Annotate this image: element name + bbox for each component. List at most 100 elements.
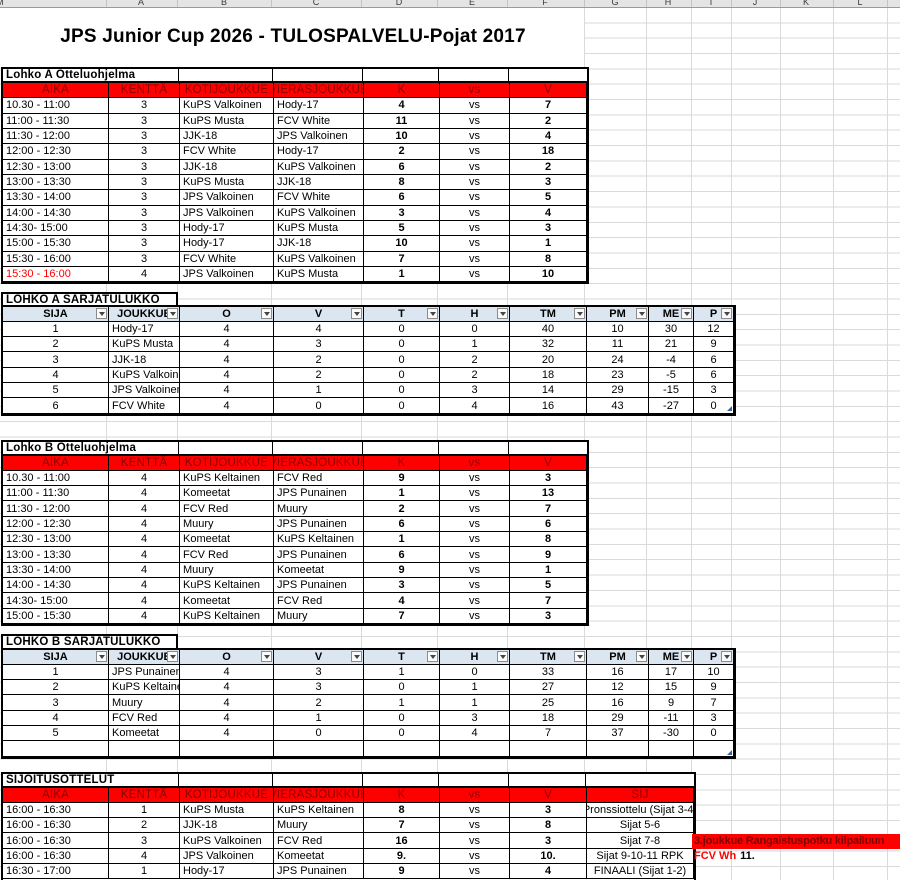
- vs-label[interactable]: vs: [440, 174, 510, 191]
- match-time[interactable]: 12:30 - 13:00: [3, 532, 109, 548]
- home-score[interactable]: 4: [364, 593, 440, 609]
- wins-cell[interactable]: [274, 741, 364, 757]
- match-field[interactable]: 4: [109, 562, 180, 579]
- home-score[interactable]: 1: [364, 486, 440, 502]
- header-joukkue[interactable]: JOUKKUE: [109, 306, 180, 322]
- placement-label[interactable]: Sijat 5-6: [587, 818, 694, 834]
- match-time[interactable]: 12:00 - 12:30: [3, 516, 109, 533]
- home-score[interactable]: 6: [364, 547, 440, 563]
- vs-label[interactable]: vs: [440, 220, 510, 237]
- header-k[interactable]: K: [364, 787, 440, 803]
- home-score[interactable]: 7: [364, 608, 440, 625]
- header-kentta[interactable]: KENTTÄ: [109, 455, 180, 471]
- section-title[interactable]: SIJOITUSOTTELUT: [3, 773, 179, 786]
- away-team[interactable]: Muury: [274, 818, 364, 834]
- header-k[interactable]: K: [364, 83, 440, 99]
- home-score[interactable]: 6: [364, 190, 440, 206]
- draws-cell[interactable]: 0: [364, 367, 440, 384]
- filter-dropdown-icon[interactable]: [351, 651, 362, 662]
- draws-cell[interactable]: 0: [364, 680, 440, 696]
- away-team[interactable]: Muury: [274, 608, 364, 625]
- section-title[interactable]: Lohko B Otteluohjelma: [3, 441, 179, 454]
- played-cell[interactable]: 4: [180, 383, 274, 399]
- match-time[interactable]: 16:00 - 16:30: [3, 833, 109, 849]
- rank-cell[interactable]: 4: [3, 710, 109, 727]
- column-letter[interactable]: F: [542, 0, 548, 7]
- filter-dropdown-icon[interactable]: [497, 651, 508, 662]
- goal-diff-cell[interactable]: 15: [649, 680, 694, 696]
- vs-label[interactable]: vs: [440, 608, 510, 625]
- filter-dropdown-icon[interactable]: [427, 308, 438, 319]
- filter-dropdown-icon[interactable]: [574, 651, 585, 662]
- header-vs[interactable]: vs: [440, 455, 510, 471]
- home-team[interactable]: JJK-18: [180, 128, 274, 145]
- home-score[interactable]: 10: [364, 128, 440, 145]
- home-team[interactable]: JPS Valkoinen: [180, 848, 274, 865]
- match-field[interactable]: 3: [109, 236, 180, 252]
- match-time[interactable]: 11:30 - 12:00: [3, 501, 109, 517]
- empty-cell[interactable]: [363, 441, 439, 454]
- column-letter[interactable]: L: [857, 0, 863, 7]
- vs-label[interactable]: vs: [440, 833, 510, 849]
- losses-cell[interactable]: 3: [440, 383, 510, 399]
- team-cell[interactable]: [109, 741, 180, 757]
- away-score[interactable]: 13: [510, 486, 587, 502]
- match-field[interactable]: 4: [109, 547, 180, 563]
- goal-diff-cell[interactable]: 30: [649, 321, 694, 338]
- rank-cell[interactable]: 2: [3, 680, 109, 696]
- played-cell[interactable]: [180, 741, 274, 757]
- empty-cell[interactable]: [439, 773, 509, 786]
- home-team[interactable]: Komeetat: [180, 486, 274, 502]
- away-score[interactable]: 18: [510, 144, 587, 160]
- match-time[interactable]: 12:00 - 12:30: [3, 144, 109, 160]
- away-team[interactable]: Muury: [274, 501, 364, 517]
- match-field[interactable]: 4: [109, 501, 180, 517]
- empty-cell[interactable]: [273, 68, 363, 81]
- goal-diff-cell[interactable]: -30: [649, 726, 694, 742]
- match-time[interactable]: 10.30 - 11:00: [3, 470, 109, 487]
- empty-cell[interactable]: [509, 69, 587, 81]
- losses-cell[interactable]: 0: [440, 321, 510, 338]
- away-score[interactable]: 1: [510, 236, 587, 252]
- header-k[interactable]: K: [364, 455, 440, 471]
- away-score[interactable]: 3: [510, 802, 587, 819]
- wins-cell[interactable]: 1: [274, 710, 364, 727]
- played-cell[interactable]: 4: [180, 664, 274, 681]
- away-score[interactable]: 3: [510, 470, 587, 487]
- goals-for-cell[interactable]: 33: [510, 664, 587, 681]
- match-field[interactable]: 4: [109, 578, 180, 594]
- away-team[interactable]: Hody-17: [274, 144, 364, 160]
- header-kotijoukkue[interactable]: KOTIJOUKKUE: [180, 455, 274, 471]
- losses-cell[interactable]: 1: [440, 695, 510, 711]
- header-me[interactable]: ME: [649, 649, 694, 665]
- header-v[interactable]: V: [274, 306, 364, 322]
- goals-against-cell[interactable]: 29: [587, 383, 649, 399]
- rank-cell[interactable]: 1: [3, 321, 109, 338]
- section-title[interactable]: LOHKO A SARJATULUKKO: [6, 293, 160, 306]
- match-field[interactable]: 3: [109, 174, 180, 191]
- goal-diff-cell[interactable]: -11: [649, 710, 694, 727]
- filter-dropdown-icon[interactable]: [261, 651, 272, 662]
- header-kotijoukkue[interactable]: KOTIJOUKKUE: [180, 83, 274, 99]
- home-team[interactable]: JPS Valkoinen: [180, 205, 274, 221]
- home-team[interactable]: Hody-17: [180, 220, 274, 237]
- played-cell[interactable]: 4: [180, 710, 274, 727]
- header-tm[interactable]: TM: [510, 649, 587, 665]
- empty-cell[interactable]: [179, 773, 273, 786]
- match-field[interactable]: 4: [109, 848, 180, 865]
- home-team[interactable]: FCV White: [180, 144, 274, 160]
- match-time[interactable]: 16:00 - 16:30: [3, 848, 109, 865]
- header-tm[interactable]: TM: [510, 306, 587, 322]
- header-v[interactable]: V: [274, 649, 364, 665]
- vs-label[interactable]: vs: [440, 516, 510, 533]
- goals-for-cell[interactable]: 16: [510, 398, 587, 414]
- away-team[interactable]: JPS Punainen: [274, 578, 364, 594]
- away-score[interactable]: 3: [510, 174, 587, 191]
- vs-label[interactable]: vs: [440, 562, 510, 579]
- away-score[interactable]: 2: [510, 113, 587, 129]
- match-time[interactable]: 15:00 - 15:30: [3, 236, 109, 252]
- wins-cell[interactable]: 3: [274, 337, 364, 353]
- away-score[interactable]: 3: [510, 220, 587, 237]
- match-time[interactable]: 14:00 - 14:30: [3, 205, 109, 221]
- filter-range-corner-handle[interactable]: [727, 405, 732, 411]
